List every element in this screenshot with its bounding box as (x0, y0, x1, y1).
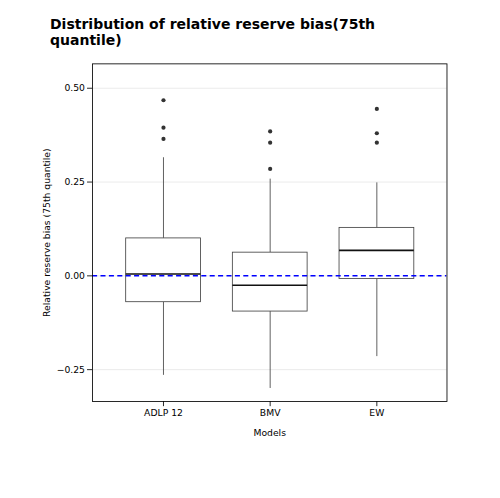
html-text:Distribution of relative reser: Distribution of relative reserve bias(75… (50, 16, 376, 48)
svg-text:EW: EW (369, 407, 384, 418)
svg-text:ADLP 12: ADLP 12 (144, 407, 183, 418)
svg-text:0.50: 0.50 (64, 82, 85, 93)
svg-text:Models: Models (253, 427, 286, 438)
svg-text:Relative reserve bias (75th qu: Relative reserve bias (75th quantile) (41, 149, 52, 317)
svg-text:0.25: 0.25 (64, 176, 85, 187)
svg-text:BMV: BMV (260, 407, 281, 418)
svg-text:0.00: 0.00 (64, 270, 85, 281)
svg-text:−0.25: −0.25 (57, 364, 85, 375)
